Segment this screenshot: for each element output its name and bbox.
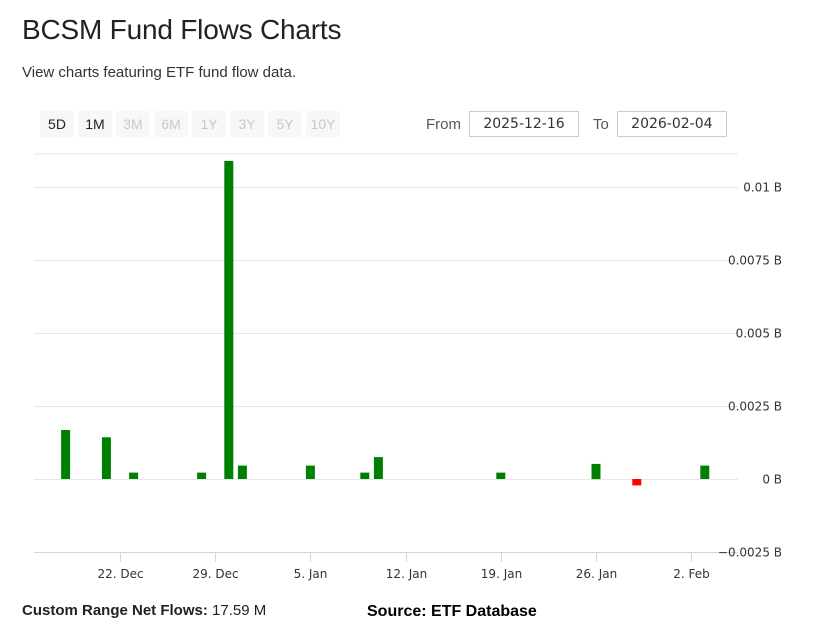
y-tick-label: 0.01 B [743, 181, 782, 195]
range-button-3y: 3Y [230, 111, 264, 137]
x-tick-label: 22. Dec [97, 567, 143, 581]
y-tick-label: 0 B [762, 473, 782, 487]
date-range: From To [426, 111, 727, 137]
flow-bar[interactable] [632, 479, 642, 486]
y-tick-label: 0.005 B [736, 327, 782, 341]
flow-bar[interactable] [496, 472, 506, 479]
flow-bar[interactable] [305, 465, 315, 479]
flow-bar[interactable] [129, 472, 139, 479]
y-tick-label: 0.0025 B [728, 400, 782, 414]
flow-bar[interactable] [373, 457, 383, 479]
page-title: BCSM Fund Flows Charts [22, 14, 342, 45]
range-selector: 5D 1M 3M 6M 1Y 3Y 5Y 10Y [40, 111, 340, 137]
x-tick-label: 2. Feb [673, 567, 710, 581]
net-flows-summary: Custom Range Net Flows: 17.59 M [22, 602, 266, 619]
range-button-5d[interactable]: 5D [40, 111, 74, 137]
flow-bar[interactable] [591, 463, 601, 480]
flow-bar[interactable] [224, 160, 234, 479]
y-tick-label: −0.0025 B [718, 546, 782, 560]
flow-bar[interactable] [197, 472, 207, 479]
x-tick-label: 12. Jan [386, 567, 427, 581]
flow-bar[interactable] [360, 472, 370, 479]
to-label: To [593, 115, 609, 133]
x-tick-label: 5. Jan [294, 567, 328, 581]
x-tick-label: 29. Dec [192, 567, 238, 581]
flow-bar[interactable] [101, 437, 111, 479]
net-flows-value: 17.59 M [212, 602, 267, 619]
range-button-6m: 6M [154, 111, 188, 137]
flow-bar[interactable] [700, 465, 710, 479]
page-subtitle: View charts featuring ETF fund flow data… [22, 64, 297, 81]
from-date-input[interactable] [469, 111, 579, 137]
to-date-input[interactable] [616, 111, 727, 137]
flow-bar[interactable] [237, 465, 247, 479]
range-button-3m: 3M [116, 111, 150, 137]
flow-bar[interactable] [61, 430, 71, 479]
x-tick-label: 19. Jan [481, 567, 522, 581]
range-button-5y: 5Y [268, 111, 302, 137]
fund-flows-chart: 22. Dec 29. Dec 5. Jan 12. Jan 19. Jan 26. Ja… [34, 153, 782, 581]
net-flows-label: Custom Range Net Flows: [22, 602, 208, 619]
y-tick-label: 0.0075 B [728, 254, 782, 268]
x-tick-label: 26. Jan [576, 567, 617, 581]
range-button-10y: 10Y [306, 111, 340, 137]
from-label: From [426, 115, 461, 133]
source-credit: Source: ETF Database [367, 603, 537, 620]
range-button-1m[interactable]: 1M [78, 111, 112, 137]
range-button-1y: 1Y [192, 111, 226, 137]
